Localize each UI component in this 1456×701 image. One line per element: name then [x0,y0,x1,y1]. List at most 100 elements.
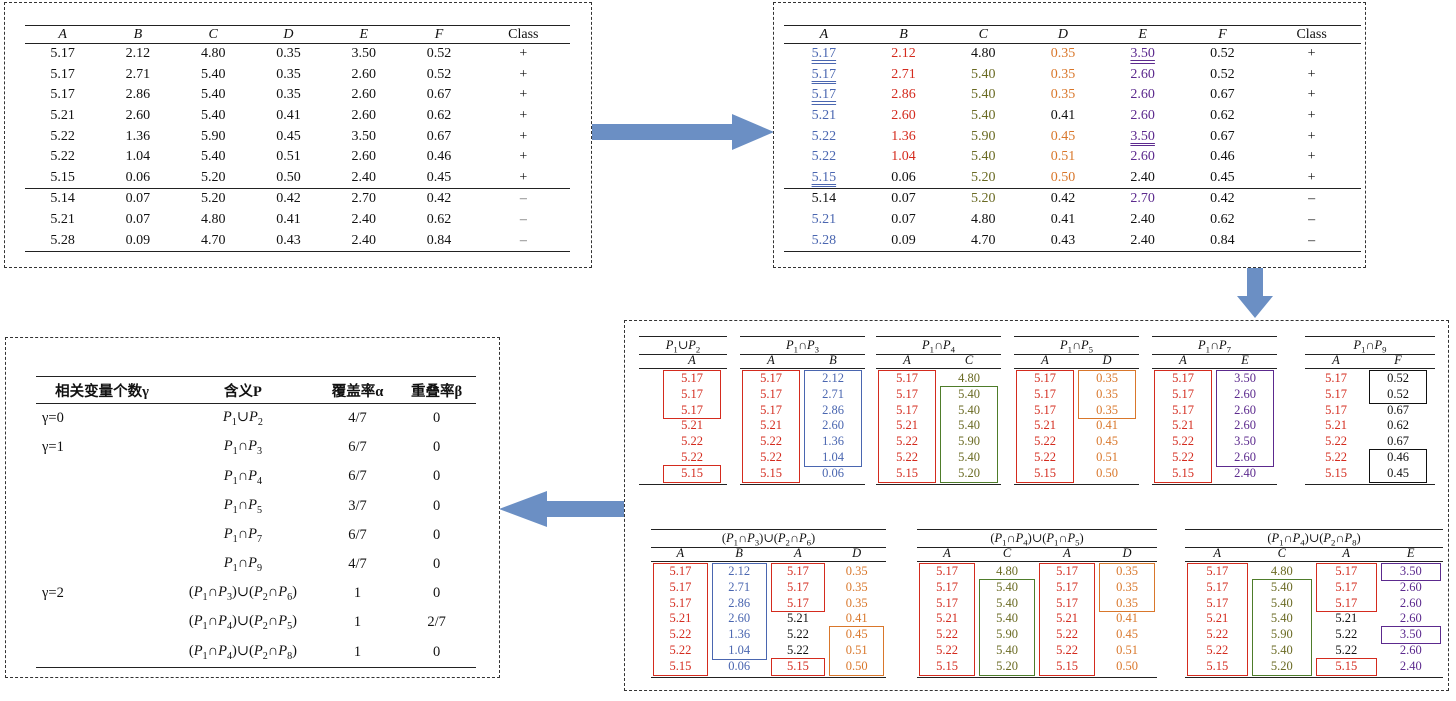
summary-gamma [36,492,168,521]
pattern-value: 5.22 [681,449,703,464]
pattern-column-header: A [688,353,696,367]
table-cell: 2.60 [1103,65,1183,86]
cell-value: 2.70 [1130,191,1155,207]
table-cell: 2.70 [1102,188,1183,210]
column-header: D [1023,25,1103,44]
cell-value: + [1307,128,1316,144]
table-cell: + [1262,65,1361,86]
table-cell: + [1262,44,1361,65]
table-cell: + [1262,106,1361,127]
column-header: A [784,25,864,44]
table-cell: 0.67 [401,85,476,106]
cell-value: 0.46 [426,149,452,165]
cell-value: – [519,212,527,228]
pattern-column-header: C [1002,546,1012,560]
table-cell: 1.04 [100,147,175,168]
bottom-rule [917,677,1157,678]
cell-value: 4.80 [971,46,996,62]
pattern-title: P1∩P9 [1305,336,1435,355]
table-cell: 2.40 [1102,230,1183,252]
pattern-value: 2.60 [822,418,844,433]
pattern-value: 0.06 [728,658,751,673]
table-cell: 2.60 [326,65,401,86]
summary-header: 含义P [167,376,318,404]
pattern-value: 0.50 [845,658,868,673]
pattern-value: 5.22 [1325,434,1347,449]
table-cell: 0.35 [251,44,326,65]
summary-alpha: 4/7 [348,556,367,573]
table-cell: 5.17 [25,85,100,106]
pattern-value-column: 4.80 5.40 5.40 5.40 5.90 5.40 5.20 [1250,564,1315,675]
table-row: 5.17 2.71 5.40 0.35 2.60 0.52 + [784,65,1361,86]
cell-value: 2.40 [1130,169,1155,185]
cell-value: + [519,128,528,144]
table-row: 5.22 1.36 5.90 0.45 3.50 0.67 + [25,126,570,147]
pattern-column-header: D [1122,546,1132,560]
table-cell: 3.50 [326,126,401,147]
cell-value: 0.45 [276,128,301,144]
table-cell: 0.41 [1023,210,1103,231]
summary-gamma: γ=1 [42,439,64,456]
table-row: 5.28 0.09 4.70 0.43 2.40 0.84 – [25,230,570,252]
pattern-value: 5.17 [1335,579,1358,594]
pattern-title: P1∩P4 [876,336,1001,355]
cell-value: 2.60 [1130,108,1155,124]
cell-value: – [519,191,527,207]
pattern-value: 0.62 [1387,418,1409,433]
table-cell: 0.06 [100,168,175,189]
pattern-block: P1∩P7 A E 5.17 5.17 5.17 5.21 5.22 5.22 5.15 3.50 2… [1152,336,1277,486]
summary-gamma [36,608,168,637]
cell-value: 2.40 [1130,232,1155,248]
pattern-value: 5.17 [760,371,782,385]
table-cell: 0.46 [1183,147,1263,168]
table-cell: – [477,210,570,231]
table-cell: 2.12 [100,44,175,65]
table-cell: 2.12 [864,44,944,65]
pattern-value: 2.12 [822,371,844,385]
table-cell: 2.40 [326,168,401,189]
table-cell: 0.62 [401,210,476,231]
highlight-box [653,563,708,676]
summary-meaning-text: P1∪P2 [222,409,263,429]
cell-value: 5.21 [811,108,837,124]
summary-gamma [36,637,168,668]
highlight-box [1039,563,1095,676]
cell-value: 0.45 [1050,128,1076,144]
pattern-value: 5.17 [1325,371,1347,385]
cell-value: 2.60 [891,108,916,124]
pattern-value: 5.40 [996,595,1018,610]
summary-header: 相关变量个数γ [36,376,168,404]
highlight-box [829,626,884,676]
pattern-value: 0.46 [1387,449,1409,464]
table-cell: 2.40 [1103,168,1183,189]
pattern-value: 5.15 [786,658,809,673]
pattern-value: 5.22 [936,642,958,657]
table-cell: 5.17 [25,44,100,65]
table-cell: 1.36 [864,126,944,147]
pattern-value: 0.52 [1387,386,1409,401]
cell-value: 0.07 [125,191,151,207]
table-cell: 5.40 [943,85,1023,106]
table-cell: 5.20 [943,168,1023,189]
cell-value: 4.70 [971,232,996,248]
pattern-value: 2.71 [822,386,844,401]
cell-value: 5.21 [50,108,75,124]
pattern-value: 5.17 [1335,595,1358,610]
table-cell: 0.50 [251,168,326,189]
cell-value: 5.17 [50,46,75,62]
pattern-value-column: 5.17 5.17 5.17 5.21 5.22 5.22 5.15 [769,564,828,675]
bottom-rule [639,484,727,485]
pattern-value: 0.67 [1387,434,1409,449]
pattern-value-column: 5.17 5.17 5.17 5.21 5.22 5.22 5.15 [740,371,802,482]
pattern-column-header: E [1241,353,1249,367]
table-cell: + [477,44,570,65]
arrow-down [1237,268,1273,318]
table-cell: 0.51 [251,147,326,168]
table-cell: 3.50 [1103,44,1183,65]
table-cell: 2.60 [326,106,401,127]
table-cell: 2.40 [1103,210,1183,231]
bottom-rule [740,484,865,485]
table-row: 5.21 0.07 4.80 0.41 2.40 0.62 – [25,210,570,231]
pattern-value: 0.45 [1116,627,1138,642]
cell-value: 0.09 [891,232,916,248]
